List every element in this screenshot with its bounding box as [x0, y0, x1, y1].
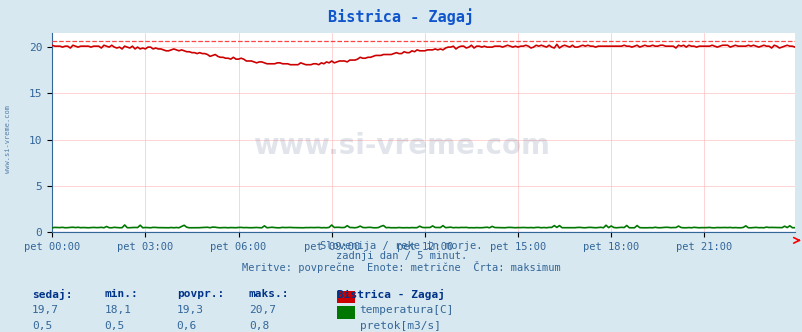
- Text: 0,8: 0,8: [249, 321, 269, 331]
- Text: Meritve: povprečne  Enote: metrične  Črta: maksimum: Meritve: povprečne Enote: metrične Črta:…: [242, 261, 560, 273]
- Text: sedaj:: sedaj:: [32, 289, 72, 300]
- Text: www.si-vreme.com: www.si-vreme.com: [253, 132, 549, 160]
- Text: www.si-vreme.com: www.si-vreme.com: [5, 106, 11, 173]
- Text: min.:: min.:: [104, 289, 138, 299]
- Text: povpr.:: povpr.:: [176, 289, 224, 299]
- Text: zadnji dan / 5 minut.: zadnji dan / 5 minut.: [335, 251, 467, 261]
- Text: 0,6: 0,6: [176, 321, 196, 331]
- Text: Slovenija / reke in morje.: Slovenija / reke in morje.: [320, 241, 482, 251]
- Text: 0,5: 0,5: [32, 321, 52, 331]
- Text: 19,7: 19,7: [32, 305, 59, 315]
- Text: temperatura[C]: temperatura[C]: [359, 305, 454, 315]
- Text: 18,1: 18,1: [104, 305, 132, 315]
- Text: Bistrica - Zagaj: Bistrica - Zagaj: [328, 8, 474, 25]
- Text: maks.:: maks.:: [249, 289, 289, 299]
- Text: pretok[m3/s]: pretok[m3/s]: [359, 321, 440, 331]
- Text: Bistrica - Zagaj: Bistrica - Zagaj: [337, 289, 444, 300]
- Text: 20,7: 20,7: [249, 305, 276, 315]
- Text: 0,5: 0,5: [104, 321, 124, 331]
- Text: 19,3: 19,3: [176, 305, 204, 315]
